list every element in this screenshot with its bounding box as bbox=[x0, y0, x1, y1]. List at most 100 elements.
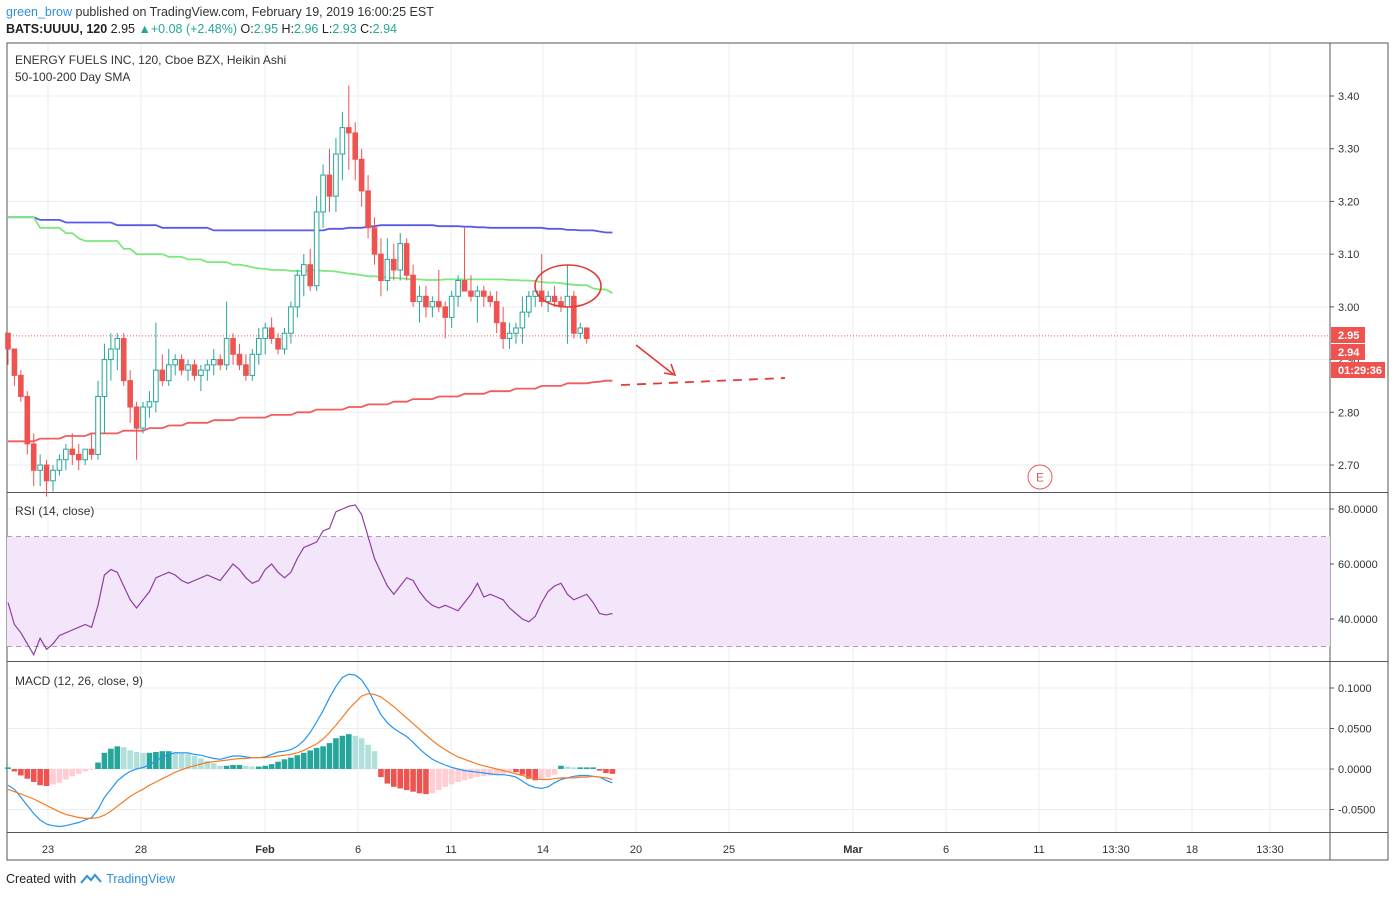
candle-body bbox=[474, 290, 481, 297]
macd-histogram-bar bbox=[596, 769, 603, 771]
macd-histogram-bar bbox=[416, 769, 423, 794]
candle-body bbox=[545, 295, 551, 303]
candle-body bbox=[526, 295, 532, 313]
macd-histogram-bar bbox=[564, 766, 571, 769]
candle-body bbox=[423, 295, 429, 308]
macd-histogram-bar bbox=[43, 769, 50, 787]
x-tick-label: 13:30 bbox=[1102, 844, 1130, 856]
arrow-head-icon bbox=[663, 363, 677, 377]
candle-body bbox=[551, 295, 558, 303]
open-value: 2.95 bbox=[253, 22, 279, 36]
candle-body bbox=[50, 469, 56, 482]
macd-histogram-bar bbox=[538, 769, 545, 779]
candle-body bbox=[18, 374, 24, 397]
macd-histogram-bar bbox=[519, 769, 526, 775]
macd-histogram-bar bbox=[474, 769, 481, 778]
rsi-tick-label: 40.0000 bbox=[1338, 614, 1378, 626]
author-link[interactable]: green_brow bbox=[6, 5, 73, 19]
created-with-text: Created with bbox=[6, 872, 77, 886]
candle-body bbox=[313, 211, 320, 287]
macd-histogram-bar bbox=[532, 769, 539, 781]
macd-histogram-bar bbox=[339, 735, 346, 769]
price-tick-label: 3.10 bbox=[1338, 249, 1359, 261]
candle-body bbox=[198, 369, 204, 376]
candle-body bbox=[140, 406, 146, 429]
macd-histogram-bar bbox=[165, 751, 172, 769]
macd-label: MACD (12, 26, close, 9) bbox=[15, 674, 143, 688]
candle-body bbox=[300, 264, 307, 276]
tradingview-brand[interactable]: TradingView bbox=[106, 872, 175, 886]
candle-body bbox=[249, 353, 256, 376]
x-tick-label: 23 bbox=[42, 844, 54, 856]
candle-body bbox=[345, 127, 352, 134]
macd-histogram-bar bbox=[313, 747, 320, 769]
macd-histogram-bar bbox=[345, 734, 352, 769]
legend-title: ENERGY FUELS INC, 120, Cboe BZX, Heikin … bbox=[15, 53, 286, 67]
macd-histogram-bar bbox=[378, 769, 384, 778]
macd-histogram-bar bbox=[108, 748, 114, 769]
close-label: C: bbox=[360, 22, 373, 36]
candle-body bbox=[56, 459, 63, 471]
rsi-label: RSI (14, close) bbox=[15, 504, 94, 518]
macd-histogram-bar bbox=[506, 769, 513, 773]
x-tick-label: 13:30 bbox=[1256, 844, 1284, 856]
macd-histogram-bar bbox=[436, 769, 442, 791]
candle-body bbox=[371, 227, 378, 255]
macd-histogram-bar bbox=[82, 769, 88, 772]
candle-body bbox=[11, 348, 18, 376]
macd-histogram-bar bbox=[423, 769, 429, 795]
candle-body bbox=[114, 337, 121, 350]
macd-histogram-bar bbox=[281, 759, 288, 769]
candle-body bbox=[455, 280, 461, 297]
x-tick-label: 6 bbox=[943, 844, 949, 856]
macd-histogram-bar bbox=[326, 743, 333, 769]
macd-histogram-bar bbox=[204, 760, 211, 769]
sma-200-line bbox=[8, 379, 613, 443]
candle-body bbox=[461, 280, 468, 292]
candle-body bbox=[365, 190, 371, 229]
candle-body bbox=[448, 295, 455, 318]
candle-body bbox=[37, 464, 43, 471]
grid bbox=[7, 43, 1330, 832]
earnings-marker[interactable] bbox=[1027, 464, 1053, 490]
macd-signal-line bbox=[7, 693, 613, 820]
candle-body bbox=[436, 301, 442, 308]
candle-body bbox=[243, 364, 249, 376]
macd-histogram-bar bbox=[468, 769, 474, 779]
candle-body bbox=[384, 258, 391, 281]
price-tick-label: 2.80 bbox=[1338, 407, 1359, 419]
macd-histogram-bar bbox=[95, 762, 101, 769]
macd-histogram-bar bbox=[88, 769, 95, 770]
macd-histogram-bar bbox=[294, 755, 301, 769]
annotation-arrow bbox=[635, 344, 674, 375]
macd-histogram-bar bbox=[50, 769, 56, 785]
candle-body bbox=[571, 295, 577, 334]
candle-body bbox=[210, 359, 217, 366]
candle-body bbox=[352, 132, 359, 160]
candle-body bbox=[262, 327, 268, 339]
candle-body bbox=[358, 158, 365, 192]
candle-body bbox=[30, 443, 37, 471]
macd-histogram-bar bbox=[551, 769, 558, 775]
candle-body bbox=[519, 311, 526, 329]
macd-histogram-bar bbox=[30, 769, 37, 782]
macd-histogram-bar bbox=[461, 769, 468, 781]
candle-body bbox=[88, 448, 95, 455]
macd-histogram-bar bbox=[300, 752, 307, 769]
x-tick-label: 14 bbox=[537, 844, 549, 856]
macd-histogram-bar bbox=[18, 769, 24, 776]
candle-body bbox=[506, 332, 513, 339]
candle-body bbox=[236, 353, 243, 366]
x-tick-label: 28 bbox=[135, 844, 147, 856]
sma-50-line bbox=[8, 216, 613, 234]
candle-body bbox=[326, 174, 333, 197]
macd-histogram-bar bbox=[262, 765, 268, 769]
candle-body bbox=[320, 174, 326, 213]
candle-body bbox=[339, 127, 346, 155]
macd-histogram-bar bbox=[69, 769, 76, 777]
macd-histogram-bar bbox=[217, 765, 223, 769]
macd-histogram-bar bbox=[371, 751, 378, 769]
macd-histogram-bar bbox=[133, 751, 140, 769]
x-tick-label: 25 bbox=[723, 844, 735, 856]
